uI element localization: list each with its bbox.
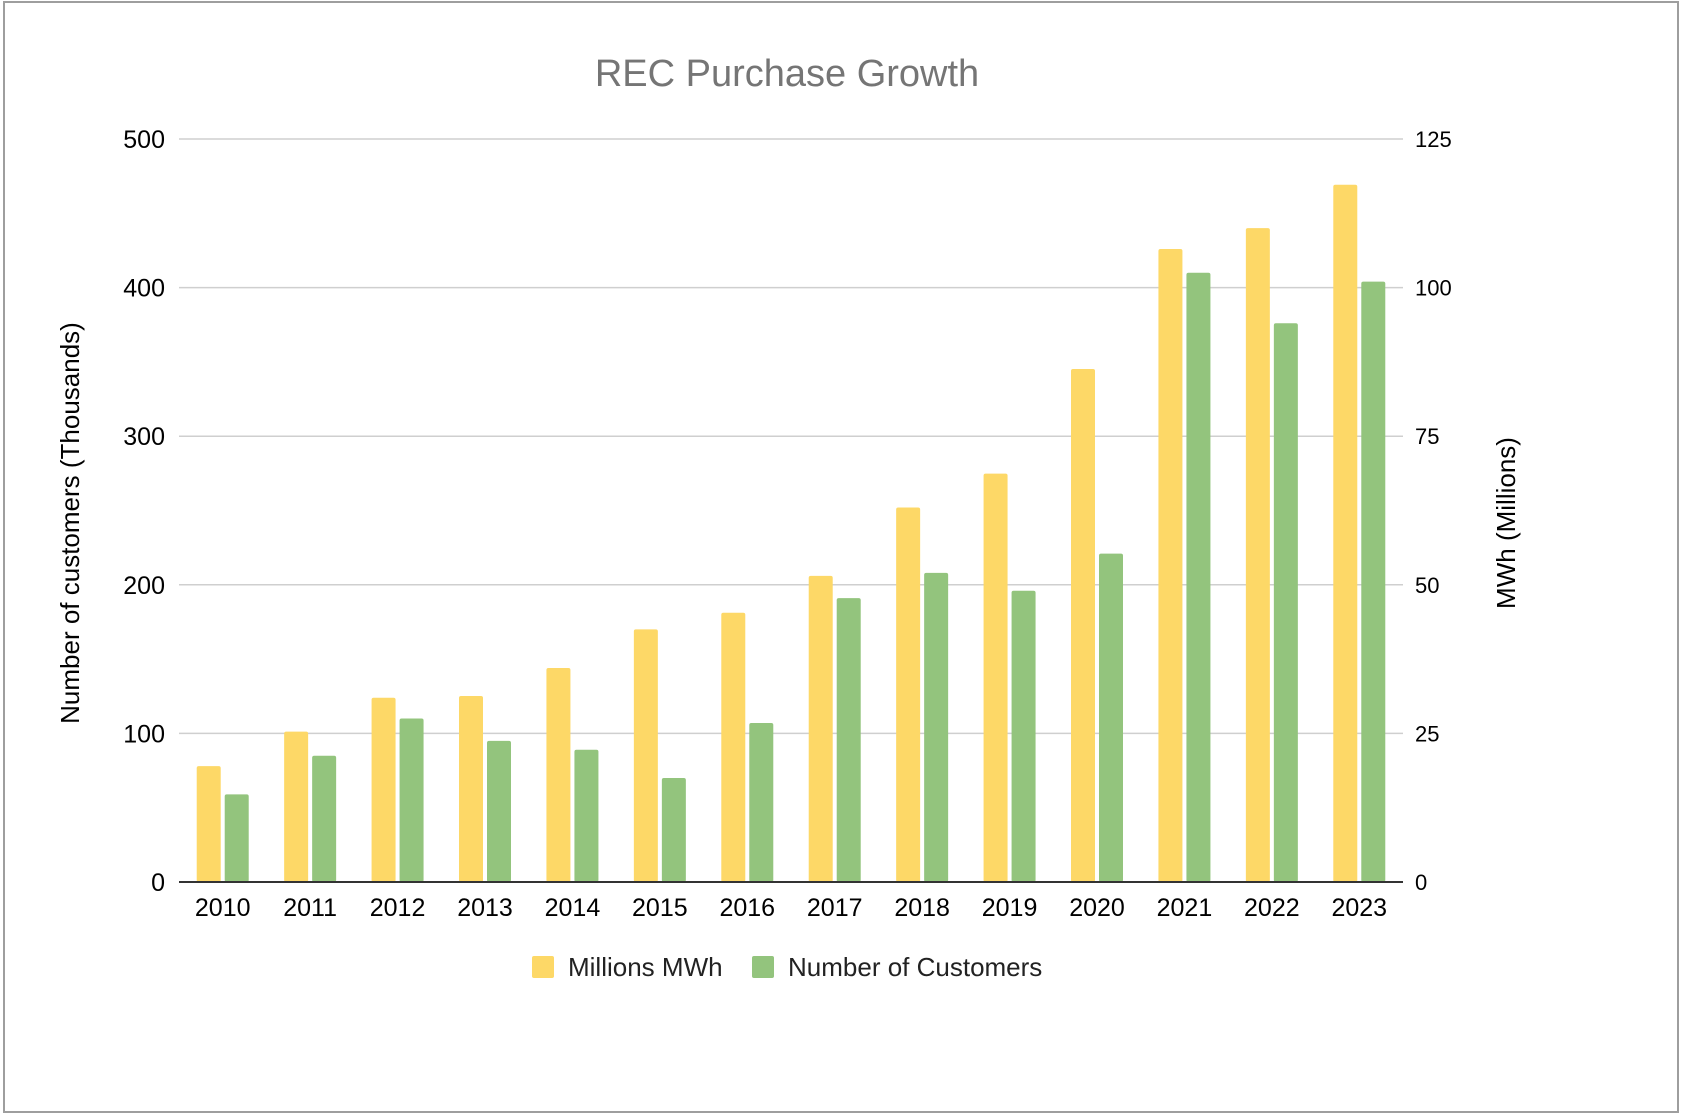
bar-customers-2017 <box>836 598 861 882</box>
y2-tick-label: 50 <box>1415 573 1439 598</box>
y2-tick-label: 125 <box>1415 127 1452 152</box>
bar-mwh-2012 <box>371 697 396 882</box>
legend-swatch <box>532 956 554 978</box>
x-tick-label: 2011 <box>283 894 337 922</box>
bar-mwh-2019 <box>983 473 1008 882</box>
bar-customers-2011 <box>312 755 337 882</box>
x-tick-label: 2023 <box>1331 894 1387 922</box>
x-tick-label: 2021 <box>1157 894 1213 922</box>
bar-customers-2018 <box>924 572 949 882</box>
bar-mwh-2013 <box>459 695 483 882</box>
bar-customers-2021 <box>1186 272 1211 882</box>
axes: 0 0 100 25 200 50 300 75 400 100 500 125 2010 2011 201… <box>123 126 1451 922</box>
y2-tick-label: 100 <box>1415 276 1452 301</box>
bar-customers-2015 <box>661 777 686 882</box>
x-tick-label: 2019 <box>982 894 1038 922</box>
x-tick-label: 2015 <box>632 894 688 922</box>
y-tick-label: 300 <box>123 423 165 451</box>
x-tick-label: 2016 <box>719 894 775 922</box>
x-tick-label: 2017 <box>807 894 863 922</box>
y2-tick-label: 25 <box>1415 721 1439 746</box>
bar-customers-2016 <box>749 722 774 882</box>
bar-customers-2013 <box>487 740 511 882</box>
y-tick-label: 100 <box>123 720 165 748</box>
bar-customers-2012 <box>399 718 424 882</box>
bar-mwh-2021 <box>1158 248 1183 883</box>
bar-mwh-2020 <box>1071 369 1095 882</box>
x-tick-label: 2018 <box>894 894 950 922</box>
bar-mwh-2018 <box>896 507 921 882</box>
x-tick-label: 2012 <box>370 894 426 922</box>
bar-mwh-2010 <box>196 766 221 882</box>
x-tick-label: 2013 <box>457 894 513 922</box>
bar-customers-2023 <box>1361 281 1386 882</box>
bar-mwh-2011 <box>284 731 309 882</box>
bar-customers-2014 <box>574 749 599 882</box>
y-axis-title: Number of customers (Thousands) <box>55 322 85 724</box>
legend-label: Millions MWh <box>568 952 723 982</box>
bar-customers-2010 <box>224 794 249 882</box>
gridlines <box>179 138 1403 735</box>
y2-tick-label: 75 <box>1415 424 1439 449</box>
bar-customers-2020 <box>1099 553 1123 882</box>
y-tick-label: 400 <box>123 275 165 303</box>
bar-mwh-2015 <box>633 629 658 882</box>
y-tick-label: 200 <box>123 572 165 600</box>
bars <box>196 184 1386 883</box>
x-tick-label: 2022 <box>1244 894 1300 922</box>
x-tick-label: 2020 <box>1069 894 1125 922</box>
chart-frame: REC Purchase Growth 0 0 100 25 200 50 300 75 400… <box>3 1 1679 1113</box>
bar-mwh-2014 <box>546 668 571 882</box>
x-tick-label: 2010 <box>195 894 251 922</box>
chart-title: REC Purchase Growth <box>595 53 979 95</box>
bar-customers-2022 <box>1273 323 1298 882</box>
y-tick-label: 500 <box>123 126 165 154</box>
y-tick-label: 0 <box>151 869 165 897</box>
x-tick-label: 2014 <box>545 894 601 922</box>
bar-mwh-2016 <box>721 612 746 882</box>
bar-customers-2019 <box>1011 590 1036 882</box>
y2-axis-title: MWh (Millions) <box>1491 437 1521 609</box>
legend-label: Number of Customers <box>788 952 1042 982</box>
chart-svg: REC Purchase Growth 0 0 100 25 200 50 300 75 400… <box>55 53 1521 982</box>
bar-mwh-2023 <box>1333 184 1358 882</box>
legend: Millions MWh Number of Customers <box>532 952 1042 982</box>
bar-mwh-2022 <box>1245 228 1270 882</box>
legend-swatch <box>752 956 774 978</box>
bar-mwh-2017 <box>808 575 833 882</box>
y2-tick-label: 0 <box>1415 870 1427 895</box>
